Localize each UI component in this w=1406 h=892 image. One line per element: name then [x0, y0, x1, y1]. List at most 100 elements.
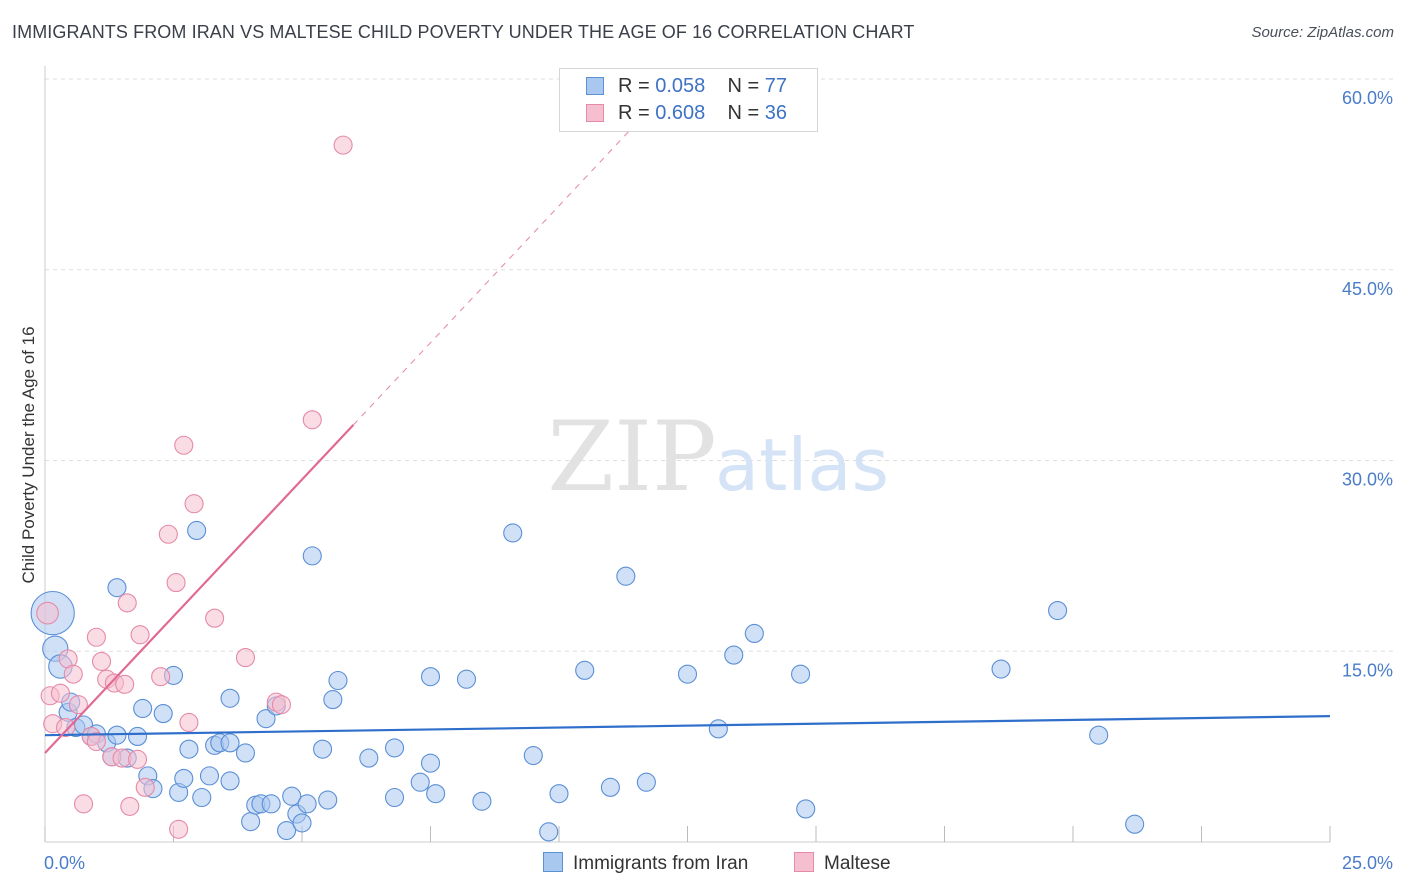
iran-point	[277, 821, 297, 841]
legend-swatch-iran	[586, 77, 604, 95]
axes	[44, 66, 1331, 843]
maltese-point	[120, 796, 140, 816]
maltese-point	[130, 625, 150, 645]
watermark: ZIP atlas	[547, 401, 889, 513]
iran-point	[323, 690, 343, 710]
iran-point	[174, 768, 194, 788]
iran-point	[708, 719, 728, 739]
legend-n-value-iran: 77	[764, 75, 788, 97]
iran-point	[282, 786, 302, 806]
iran-point	[991, 659, 1011, 679]
legend: R = 0.058 N = 77 R = 0.608 N = 36	[559, 68, 818, 132]
iran-point	[636, 772, 656, 792]
legend-r-label: R =	[618, 75, 650, 97]
iran-point	[410, 772, 430, 792]
legend-r-value-iran: 0.058	[655, 75, 706, 97]
iran-point	[179, 739, 199, 759]
iran-trend-line	[44, 715, 1331, 737]
maltese-point	[91, 651, 112, 671]
x-tick-label-min: 0.0%	[44, 853, 85, 873]
maltese-point	[151, 667, 171, 687]
legend-n-label: N =	[727, 102, 760, 124]
y-axis-label: Child Poverty Under the Age of 16	[19, 326, 38, 583]
series-maltese-points	[36, 135, 353, 839]
y-tick-label: 60.0%	[1342, 88, 1393, 108]
bottom-legend-swatch-maltese	[794, 852, 814, 872]
maltese-point	[36, 601, 59, 625]
tick-labels: 15.0% 30.0% 45.0% 60.0% 0.0% 25.0%	[44, 88, 1393, 873]
y-tick-label: 30.0%	[1342, 470, 1393, 490]
legend-r-label: R =	[618, 102, 650, 124]
watermark-zip: ZIP	[547, 401, 716, 513]
iran-point	[575, 660, 595, 680]
iran-point	[426, 784, 446, 804]
iran-point	[220, 771, 240, 791]
maltese-trend-extension	[353, 68, 688, 426]
maltese-point	[50, 683, 70, 703]
trend-lines	[44, 68, 1331, 754]
iran-point	[1125, 814, 1145, 834]
iran-point	[384, 787, 405, 808]
x-tick-label-max: 25.0%	[1342, 853, 1393, 873]
iran-point	[297, 794, 317, 814]
iran-point	[199, 766, 220, 786]
maltese-point	[117, 593, 137, 613]
iran-point	[796, 799, 816, 819]
iran-point	[153, 704, 173, 724]
iran-point	[192, 787, 212, 808]
iran-point	[302, 546, 322, 566]
iran-point	[724, 645, 744, 665]
source-label: Source: ZipAtlas.com	[1251, 24, 1394, 41]
maltese-point	[302, 410, 322, 430]
iran-point	[1089, 725, 1109, 745]
iran-point	[235, 743, 256, 763]
iran-point	[791, 664, 811, 684]
bottom-legend-iran: Immigrants from Iran	[543, 852, 748, 875]
iran-point	[261, 794, 281, 814]
maltese-point	[271, 695, 291, 715]
legend-r-value-maltese: 0.608	[655, 102, 706, 124]
maltese-point	[115, 674, 135, 694]
maltese-point	[205, 608, 225, 628]
y-tick-label: 15.0%	[1342, 660, 1393, 680]
series-iran-points	[30, 520, 1145, 842]
iran-point	[539, 822, 559, 842]
iran-point	[187, 520, 207, 540]
iran-point	[313, 739, 333, 759]
iran-point	[241, 812, 261, 832]
iran-point	[420, 753, 441, 773]
maltese-point	[63, 664, 83, 684]
iran-point	[133, 698, 153, 719]
maltese-point	[235, 648, 256, 668]
iran-point	[384, 738, 405, 758]
maltese-point	[135, 777, 155, 797]
iran-point	[523, 745, 543, 766]
iran-point	[1048, 601, 1068, 621]
iran-point	[472, 791, 492, 811]
iran-point	[744, 623, 764, 643]
iran-point	[127, 726, 148, 747]
bottom-legend-maltese: Maltese	[794, 852, 891, 875]
iran-point	[456, 669, 477, 689]
maltese-point	[169, 819, 189, 839]
legend-n-label: N =	[727, 75, 760, 97]
maltese-point	[127, 749, 148, 769]
iran-point	[549, 784, 569, 804]
chart-title: IMMIGRANTS FROM IRAN VS MALTESE CHILD PO…	[12, 22, 915, 42]
y-tick-label: 45.0%	[1342, 279, 1393, 299]
maltese-point	[56, 717, 76, 738]
maltese-point	[174, 435, 194, 455]
iran-point	[420, 667, 441, 687]
grid-lines	[45, 78, 1395, 652]
iran-point	[107, 578, 127, 598]
iran-point	[256, 709, 276, 729]
iran-point	[503, 523, 523, 543]
legend-n-value-maltese: 36	[764, 102, 788, 124]
iran-point	[220, 688, 240, 708]
maltese-point	[166, 573, 186, 593]
iran-point	[677, 664, 698, 684]
iran-point	[600, 777, 620, 797]
maltese-point	[86, 627, 106, 647]
iran-point	[292, 813, 312, 833]
